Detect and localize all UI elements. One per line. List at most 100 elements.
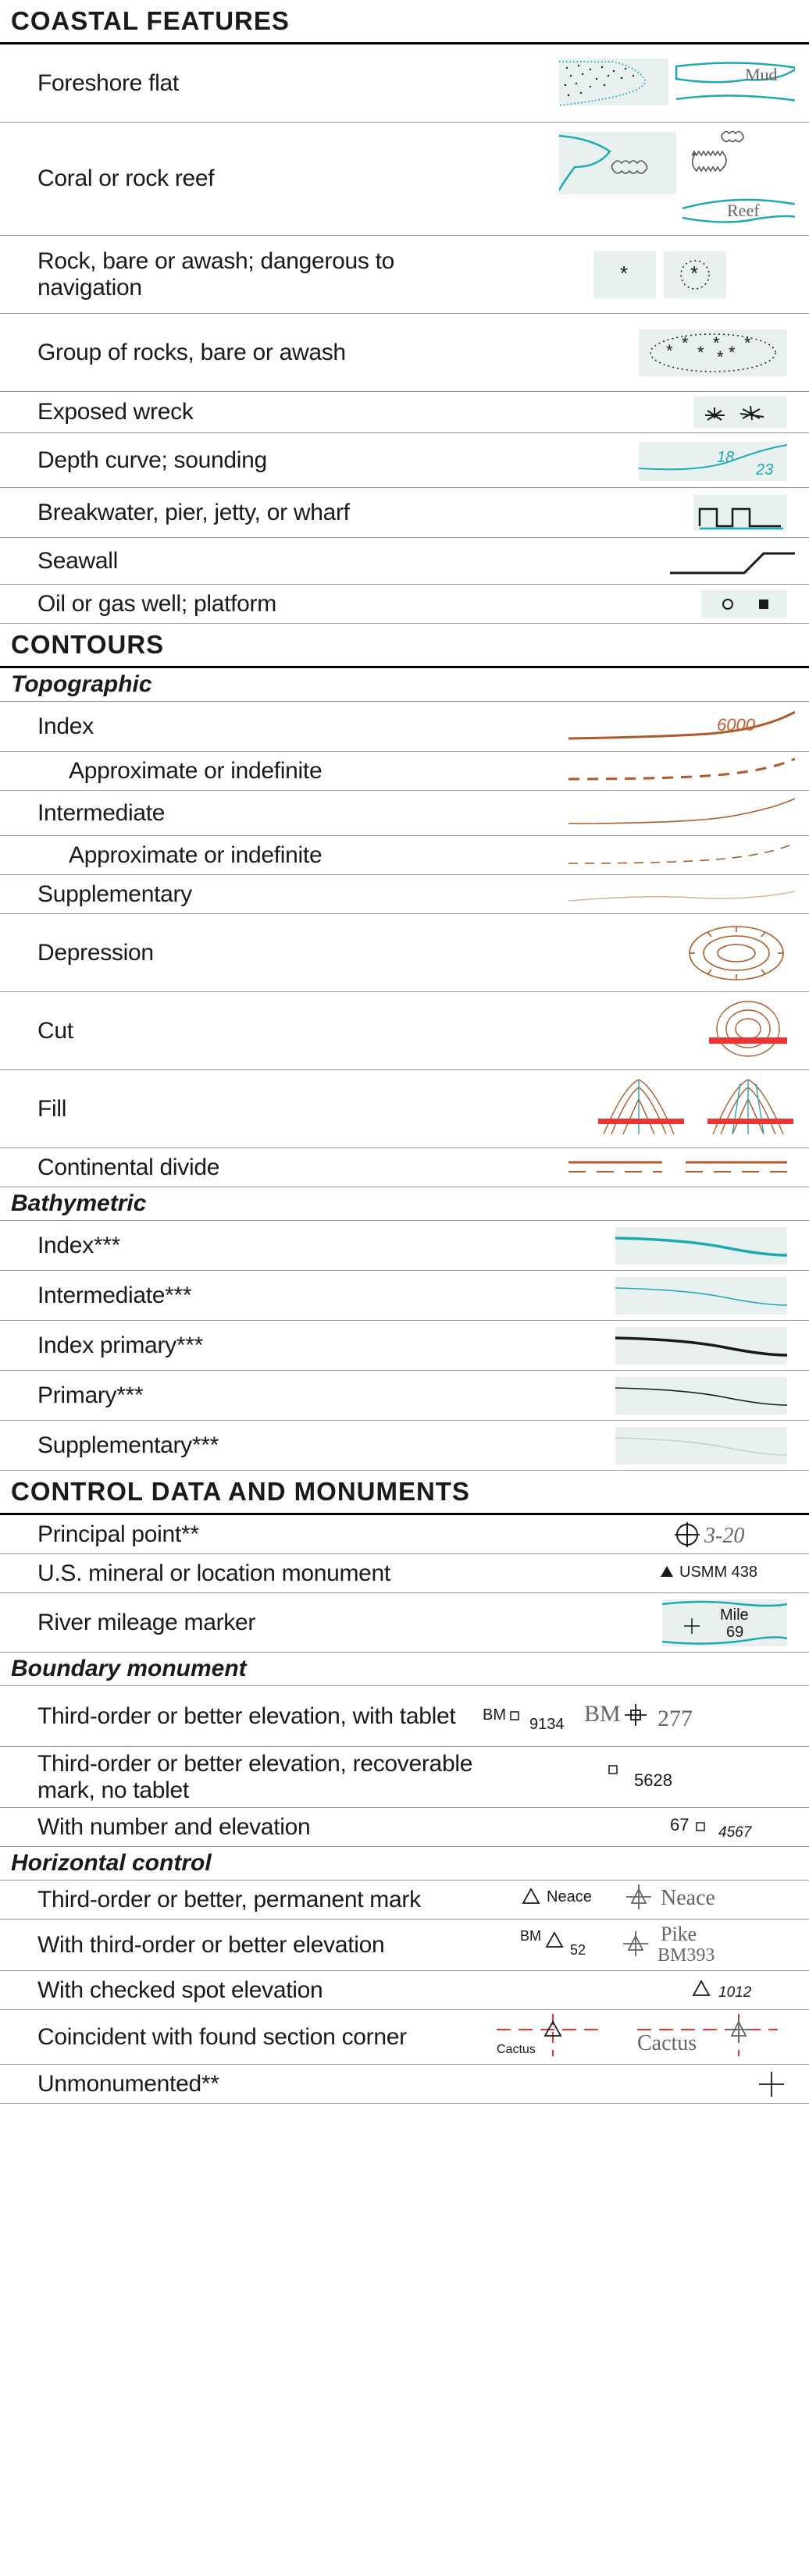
svg-text:*: * [717,347,724,367]
row-t-supp: Supplementary [0,875,809,914]
svg-text:*: * [690,262,698,285]
label: Coral or rock reef [37,165,559,192]
svg-text:*: * [697,343,704,362]
label: Third-order or better, permanent mark [37,1887,520,1913]
e1012: 1012 [718,1984,752,2001]
bm1: BM [483,1706,506,1724]
symbol-b-index [559,1224,809,1268]
mile-n: 69 [726,1624,743,1641]
label: Fill [37,1096,559,1123]
symbol-c-usmm: USMM 438 [559,1558,809,1589]
row-t-depr: Depression [0,914,809,992]
label: Cut [37,1018,559,1044]
bm2: BM [584,1701,621,1727]
mile: Mile [720,1606,749,1624]
label: Index*** [37,1233,559,1259]
symbol-hc-sect: Cactus Cactus [497,2012,809,2062]
sub-boundary: Boundary monument [0,1653,809,1686]
row-bm-tablet: Third-order or better elevation, with ta… [0,1686,809,1747]
row-hc-perm: Third-order or better, permanent mark Ne… [0,1880,809,1920]
e277: 277 [658,1706,693,1731]
cactus: Cactus [497,2043,536,2056]
label: Oil or gas well; platform [37,591,559,617]
bm393: BM393 [658,1945,715,1966]
svg-text:*: * [744,333,751,353]
label: Approximate or indefinite [37,842,559,869]
symbol-bm-notablet: 5628 [483,1758,732,1797]
label: With third-order or better elevation [37,1932,520,1959]
symbol-wreck [559,393,809,431]
n6000: 6000 [717,715,756,735]
symbol-t-supp [559,879,809,910]
svg-text:*: * [620,262,628,285]
symbol-c-prin: 3-20 [559,1517,809,1552]
row-b-supp: Supplementary*** [0,1421,809,1471]
symbol-grouprock: ******* [559,326,809,380]
e9134: 9134 [529,1716,565,1733]
label: Seawall [37,548,559,575]
row-c-river: River mileage marker Mile 69 [0,1593,809,1653]
symbol-hc-elev: BM 52 Pike BM393 [520,1922,809,1969]
label: Primary*** [37,1382,559,1409]
symbol-hc-perm: Neace Neace [520,1883,809,1917]
pike: Pike [661,1923,697,1945]
mud-label: Mud [745,65,778,84]
label: With checked spot elevation [37,1977,559,2004]
row-t-cont: Continental divide [0,1148,809,1187]
neace2: Neace [661,1886,715,1910]
row-depth: Depth curve; sounding 18 23 [0,433,809,488]
row-grouprock: Group of rocks, bare or awash ******* [0,314,809,392]
row-wreck: Exposed wreck [0,392,809,433]
label: Principal point** [37,1521,559,1548]
symbol-hc-unmon [559,2067,809,2101]
symbol-t-index: 6000 [559,706,809,748]
label: Continental divide [37,1155,559,1181]
symbol-t-fill [559,1072,809,1146]
sub-bathymetric: Bathymetric [0,1187,809,1221]
label: With number and elevation [37,1814,559,1841]
row-coral: Coral or rock reef Reef [0,123,809,236]
label: Third-order or better elevation, recover… [37,1751,483,1804]
symbol-t-approx2 [559,840,809,871]
row-b-inter: Intermediate*** [0,1271,809,1321]
symbol-seawall [559,542,809,581]
row-t-approx1: Approximate or indefinite [0,752,809,791]
symbol-coral: Reef [559,124,809,233]
symbol-hc-spot: 1012 [559,1975,809,2006]
pp: 3-20 [704,1524,744,1548]
label: Intermediate [37,800,559,827]
symbol-b-inter [559,1274,809,1318]
row-rock: Rock, bare or awash; dangerous to naviga… [0,236,809,314]
row-b-index: Index*** [0,1221,809,1271]
cactus2: Cactus [637,2031,697,2055]
symbol-b-prim [559,1374,809,1418]
symbol-t-depr [559,918,809,988]
row-t-approx2: Approximate or indefinite [0,836,809,875]
label: Supplementary*** [37,1432,559,1459]
row-hc-elev: With third-order or better elevation BM … [0,1920,809,1971]
symbol-bm-tablet: BM 9134 BM 277 [483,1693,779,1740]
symbol-b-supp [559,1424,809,1468]
label: Breakwater, pier, jetty, or wharf [37,500,559,526]
label: Group of rocks, bare or awash [37,340,559,366]
row-t-inter: Intermediate [0,791,809,836]
symbol-rock: * * [498,247,748,302]
row-b-prim: Primary*** [0,1371,809,1421]
svg-text:*: * [666,341,673,361]
row-t-index: Index 6000 [0,702,809,752]
row-bm-num: With number and elevation 67 4567 [0,1808,809,1847]
row-b-ip: Index primary*** [0,1321,809,1371]
svg-text:*: * [729,343,736,362]
symbol-breakwater [559,492,809,534]
neace: Neace [547,1888,592,1905]
symbol-b-ip [559,1324,809,1368]
label: Approximate or indefinite [37,758,559,785]
e5628: 5628 [634,1770,672,1790]
label: Unmonumented** [37,2071,559,2097]
label: Exposed wreck [37,399,559,425]
symbol-t-cut [559,994,809,1068]
usmm: USMM 438 [679,1564,757,1581]
label: Rock, bare or awash; dangerous to naviga… [37,248,498,301]
row-hc-unmon: Unmonumented** [0,2065,809,2104]
label: Index primary*** [37,1332,559,1359]
